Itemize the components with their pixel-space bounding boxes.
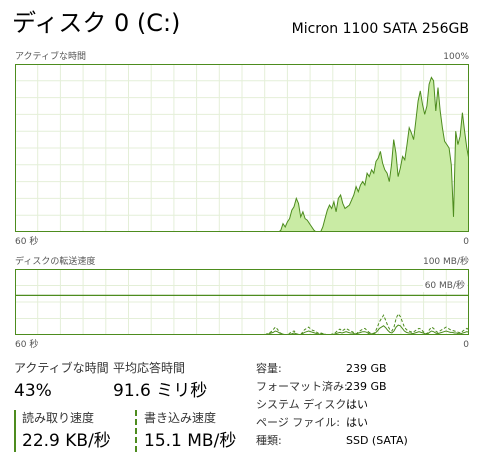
info-key-capacity: 容量: [256,362,282,375]
active-time-area [15,77,469,232]
info-value-capacity: 239 GB [346,362,387,375]
info-key-type: 種類: [256,434,282,447]
transfer-graph [15,269,469,335]
active-time-graph [15,64,469,232]
transfer-write-line [15,324,469,335]
active-time-stat-value: 43% [14,381,52,401]
info-value-system-disk: はい [346,398,368,411]
write-speed-indicator [135,410,137,452]
transfer-ref-label: 60 MB/秒 [422,280,467,292]
graph-border [15,269,469,335]
read-speed-indicator [14,410,16,452]
info-value-type: SSD (SATA) [346,434,408,447]
active-time-max-label: 100% [443,52,469,62]
transfer-min-label: 0 [463,340,469,350]
write-speed-value: 15.1 MB/秒 [144,431,237,451]
transfer-graph-label: ディスクの転送速度 [15,257,96,267]
transfer-duration-label: 60 秒 [15,340,39,350]
avg-response-label: 平均応答時間 [113,361,186,375]
active-time-min-label: 0 [463,237,469,247]
active-time-duration-label: 60 秒 [15,237,39,247]
info-value-page-file: はい [346,416,368,429]
info-value-formatted: 239 GB [346,380,387,393]
info-key-formatted: フォーマット済み: [256,380,348,393]
info-key-system-disk: システム ディスク: [256,398,351,411]
write-speed-label: 書き込み速度 [144,411,217,425]
graph-border [15,64,469,232]
read-speed-label: 読み取り速度 [22,411,95,425]
info-key-page-file: ページ ファイル: [256,416,340,429]
disk-model: Micron 1100 SATA 256GB [291,21,469,37]
disk-title: ディスク 0 (C:) [12,9,181,37]
avg-response-value: 91.6 ミリ秒 [113,381,208,401]
transfer-max-label: 100 MB/秒 [422,257,469,267]
read-speed-value: 22.9 KB/秒 [22,431,111,451]
active-time-line [15,76,469,232]
active-time-graph-label: アクティブな時間 [15,52,87,62]
active-time-stat-label: アクティブな時間 [14,361,109,375]
